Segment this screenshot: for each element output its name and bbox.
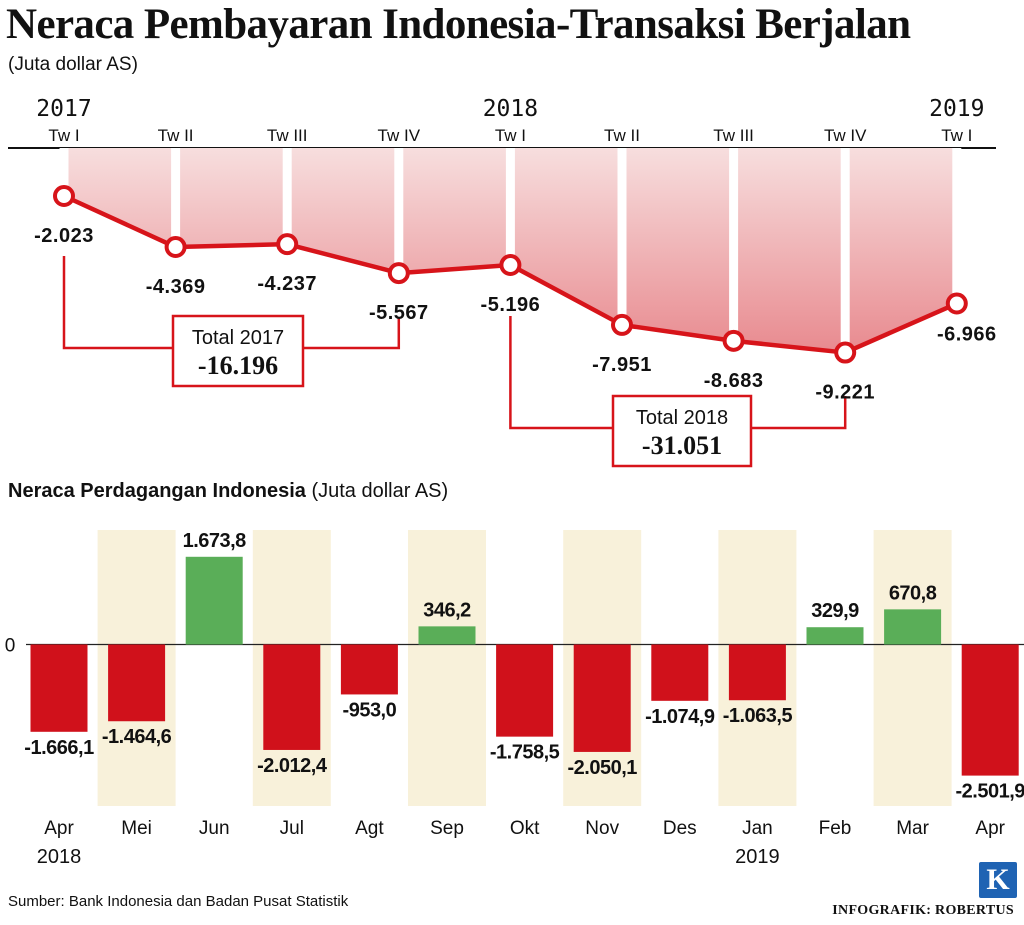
- bar-value-label: -1.063,5: [723, 705, 793, 727]
- bar-value-label: 670,8: [889, 582, 937, 604]
- zero-tick-label: 0: [5, 636, 16, 657]
- data-label: -5.567: [369, 302, 429, 324]
- source-note: Sumber: Bank Indonesia dan Badan Pusat S…: [8, 893, 349, 910]
- year-label: 2018: [483, 96, 538, 122]
- data-point: [387, 262, 410, 285]
- trade-bar: [728, 644, 786, 701]
- month-label: Mar: [896, 818, 929, 839]
- month-label: Jul: [280, 818, 304, 839]
- month-label: Mei: [121, 818, 152, 839]
- bar-value-label: -1.074,9: [645, 706, 715, 728]
- bar-value-label: -2.501,9: [956, 781, 1024, 803]
- trade-bar: [806, 627, 864, 645]
- bar-year-label: 2018: [37, 846, 82, 868]
- kompas-logo: K: [979, 862, 1017, 898]
- quarter-label: Tw II: [158, 126, 194, 145]
- total-value: -31.051: [642, 431, 722, 460]
- total-label: Total 2017: [192, 327, 284, 349]
- month-label: Des: [663, 818, 697, 839]
- quarter-label: Tw III: [713, 126, 754, 145]
- month-label: Nov: [585, 818, 619, 839]
- trade-chart-title-unit: (Juta dollar AS): [305, 480, 449, 502]
- bar-value-label: 346,2: [423, 599, 471, 621]
- month-label: Sep: [430, 818, 464, 839]
- year-label: 2017: [36, 96, 91, 122]
- current-account-line-chart: Tw I Tw II Tw III Tw IV Tw I Tw II Tw III Tw IV…: [8, 96, 997, 468]
- trade-bar: [573, 644, 631, 752]
- trade-bar: [884, 609, 942, 645]
- data-point: [499, 254, 522, 277]
- data-label: -2.023: [34, 225, 94, 247]
- quarter-label: Tw II: [604, 126, 640, 145]
- total-box: [171, 314, 305, 388]
- month-label: Apr: [975, 818, 1005, 839]
- quarter-label: Tw I: [495, 126, 526, 145]
- month-label: Agt: [355, 818, 384, 839]
- bar-value-label: -2.012,4: [257, 755, 328, 777]
- data-label: -5.196: [481, 294, 541, 316]
- total-value: -16.196: [198, 351, 278, 380]
- total-label: Total 2018: [636, 407, 728, 429]
- bar-value-label: -2.050,1: [568, 757, 638, 779]
- data-point: [611, 313, 633, 336]
- year-label: 2019: [929, 96, 984, 122]
- month-label: Jun: [199, 818, 230, 839]
- data-point: [276, 233, 299, 256]
- trade-bar: [340, 644, 398, 695]
- month-label: Apr: [44, 818, 74, 839]
- trade-bar: [263, 644, 321, 750]
- page-subtitle: (Juta dollar AS): [8, 54, 138, 75]
- quarter-label: Tw III: [267, 126, 308, 145]
- quarter-label: Tw I: [941, 126, 972, 145]
- total-box: [611, 394, 753, 468]
- data-point: [53, 185, 75, 208]
- bar-value-label: -953,0: [343, 699, 397, 721]
- trade-chart-title: Neraca Perdagangan Indonesia (Juta dolla…: [8, 480, 448, 503]
- data-point: [722, 329, 745, 352]
- month-label: Jan: [742, 818, 773, 839]
- page-title: Neraca Pembayaran Indonesia-Transaksi Be…: [6, 1, 911, 48]
- bar-value-label: -1.464,6: [102, 726, 172, 748]
- data-label: -7.951: [592, 354, 652, 376]
- trade-balance-bar-chart: 0 -1.666,1 Apr -1.464,6 Mei 1.673,8 Jun -2.012,…: [5, 530, 1024, 868]
- infographic-credit: INFOGRAFIK: ROBERTUS: [832, 903, 1014, 918]
- bar-year-label: 2019: [735, 846, 780, 868]
- trade-bar: [30, 644, 88, 732]
- data-point: [834, 341, 857, 364]
- bar-value-label: 329,9: [811, 600, 859, 622]
- data-label: -4.369: [146, 276, 206, 298]
- quarter-label: Tw I: [48, 126, 79, 145]
- month-label: Feb: [819, 818, 852, 839]
- month-label: Okt: [510, 818, 540, 839]
- data-point: [164, 236, 187, 259]
- trade-chart-title-main: Neraca Perdagangan Indonesia: [8, 480, 306, 502]
- trade-bar: [961, 644, 1019, 776]
- bar-value-label: -1.666,1: [24, 737, 94, 759]
- data-label: -8.683: [704, 370, 764, 392]
- data-label: -4.237: [257, 273, 317, 295]
- trade-bar: [108, 644, 166, 722]
- trade-bar: [418, 626, 476, 645]
- quarter-label: Tw IV: [824, 126, 867, 145]
- month-band: [408, 530, 486, 806]
- trade-bar: [651, 644, 709, 701]
- data-point: [945, 292, 968, 315]
- quarter-label: Tw IV: [378, 126, 421, 145]
- trade-bar: [496, 644, 554, 737]
- data-label: -6.966: [937, 324, 997, 346]
- month-band: [873, 530, 952, 806]
- bar-value-label: -1.758,5: [490, 742, 560, 764]
- trade-bar: [185, 556, 243, 645]
- bar-value-label: 1.673,8: [183, 530, 247, 552]
- data-label: -9.221: [815, 382, 875, 404]
